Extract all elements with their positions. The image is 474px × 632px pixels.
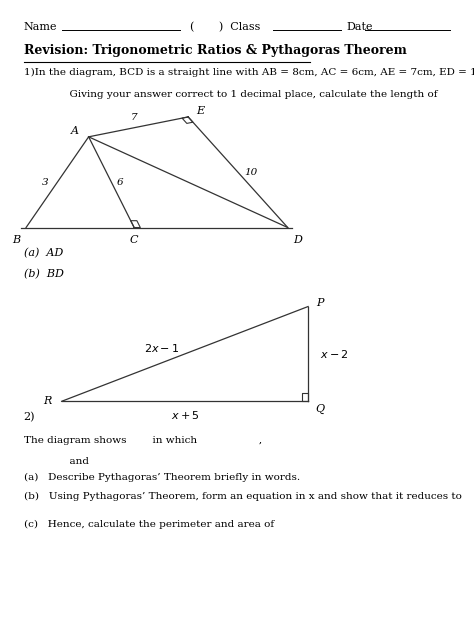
Text: Q: Q	[315, 404, 325, 414]
Text: (a)   Describe Pythagoras’ Theorem briefly in words.: (a) Describe Pythagoras’ Theorem briefly…	[24, 473, 300, 482]
Text: The diagram shows        in which                   ,: The diagram shows in which ,	[24, 436, 262, 445]
Text: (b)   Using Pythagoras’ Theorem, form an equation in x and show that it reduces : (b) Using Pythagoras’ Theorem, form an e…	[24, 492, 462, 501]
Text: $x-2$: $x-2$	[320, 348, 348, 360]
Text: R: R	[43, 396, 52, 406]
Text: 7: 7	[130, 113, 137, 122]
Text: (c)   Hence, calculate the perimeter and area of: (c) Hence, calculate the perimeter and a…	[24, 520, 274, 529]
Text: $2x-1$: $2x-1$	[144, 342, 179, 353]
Text: D: D	[293, 235, 301, 245]
Text: 6: 6	[117, 178, 123, 186]
Text: 3: 3	[42, 178, 49, 186]
Text: Name: Name	[24, 22, 57, 32]
Text: (       )  Class: ( ) Class	[190, 22, 260, 32]
Text: Giving your answer correct to 1 decimal place, calculate the length of: Giving your answer correct to 1 decimal …	[24, 90, 437, 99]
Text: 2): 2)	[24, 412, 35, 422]
Text: and: and	[24, 457, 89, 466]
Text: B: B	[12, 235, 21, 245]
Text: (b)  BD: (b) BD	[24, 269, 64, 279]
Text: 10: 10	[245, 167, 258, 177]
Text: Date: Date	[346, 22, 373, 32]
Text: A: A	[71, 126, 78, 136]
Text: (a)  AD: (a) AD	[24, 248, 63, 258]
Text: Revision: Trigonometric Ratios & Pythagoras Theorem: Revision: Trigonometric Ratios & Pythago…	[24, 44, 407, 58]
Text: C: C	[130, 235, 138, 245]
Text: $x+5$: $x+5$	[171, 410, 199, 421]
Text: E: E	[196, 106, 204, 116]
Text: 1)In the diagram, BCD is a straight line with AB = 8cm, AC = 6cm, AE = 7cm, ED =: 1)In the diagram, BCD is a straight line…	[24, 68, 474, 76]
Text: P: P	[316, 298, 324, 308]
